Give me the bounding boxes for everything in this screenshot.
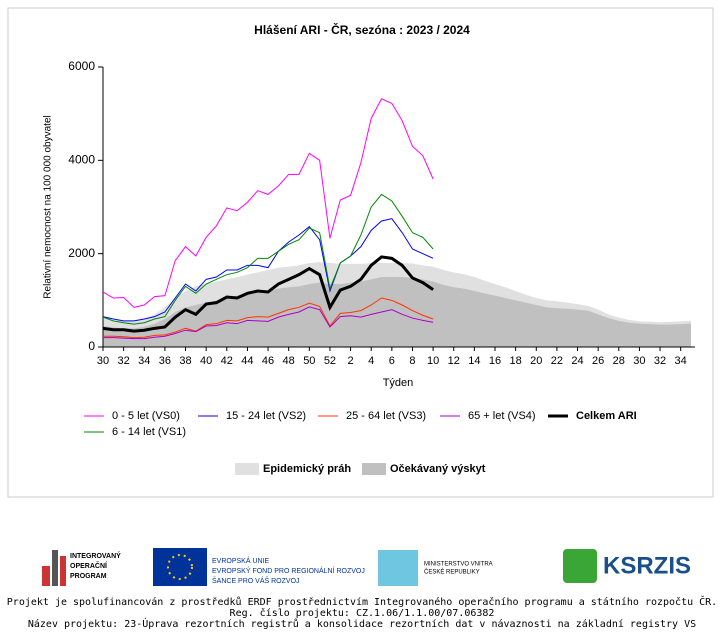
footer-line: Projekt je spolufinancován z prostředků …: [6, 597, 718, 608]
legend-label: 65 + let (VS4): [468, 410, 536, 422]
x-tick-label: 32: [118, 355, 130, 367]
x-tick-label: 18: [510, 355, 522, 367]
logo-text: INTEGROVANÝ: [70, 551, 121, 560]
logo-text: PROGRAM: [70, 573, 107, 580]
legend-swatch: [235, 463, 259, 475]
logo-text: KSRZIS: [603, 552, 691, 579]
y-tick-label: 6000: [68, 59, 95, 73]
x-tick-label: 48: [283, 355, 295, 367]
legend-label: 0 - 5 let (VS0): [112, 410, 180, 422]
x-tick-label: 34: [675, 355, 687, 367]
eu-logo: EVROPSKÁ UNIE EVROPSKÝ FOND PRO REGIONÁL…: [153, 548, 365, 586]
x-tick-label: 8: [409, 355, 415, 367]
line: [103, 306, 434, 340]
logo-text: EVROPSKÁ UNIE: [212, 556, 270, 565]
legend-label: 6 - 14 let (VS1): [112, 426, 186, 438]
legend-label: Očekávaný výskyt: [390, 463, 486, 475]
x-tick-label: 24: [571, 355, 583, 367]
x-tick-label: 30: [633, 355, 645, 367]
x-tick-label: 44: [241, 355, 253, 367]
x-tick-label: 16: [489, 355, 501, 367]
legend-label: 25 - 64 let (VS3): [346, 410, 426, 422]
chart-title: Hlášení ARI - ČR, sezóna : 2023 / 2024: [254, 22, 470, 37]
x-tick-label: 36: [159, 355, 171, 367]
y-tick-label: 2000: [68, 246, 95, 260]
x-tick-label: 4: [368, 355, 374, 367]
line: [102, 193, 434, 325]
x-tick-label: 12: [448, 355, 460, 367]
legend-label: Epidemický práh: [263, 463, 351, 475]
x-tick-label: 32: [654, 355, 666, 367]
logo-text: MINISTERSTVO VNITRA: [424, 562, 493, 568]
x-tick-label: 28: [613, 355, 625, 367]
y-axis-label: Relativní nemocnost na 100 000 obyvatel: [43, 115, 54, 298]
y-tick-label: 0: [88, 339, 95, 353]
x-tick-label: 34: [138, 355, 150, 367]
logo-text: ŠANCE PRO VÁŠ ROZVOJ: [212, 576, 300, 585]
legend-swatch: [362, 463, 386, 475]
x-axis-label: Týden: [383, 377, 414, 389]
x-tick-label: 46: [262, 355, 274, 367]
chart-frame: [7, 7, 714, 498]
line: [102, 218, 434, 322]
x-tick-label: 20: [530, 355, 542, 367]
x-tick-label: 42: [221, 355, 233, 367]
x-tick-label: 14: [468, 355, 480, 367]
x-tick-label: 10: [427, 355, 439, 367]
x-tick-label: 30: [97, 355, 109, 367]
x-tick-label: 40: [200, 355, 212, 367]
legend-label: Celkem ARI: [576, 410, 637, 422]
x-tick-label: 2: [348, 355, 354, 367]
x-tick-label: 22: [551, 355, 563, 367]
footer-line: Název projektu: 23-Úprava rezortních reg…: [27, 619, 697, 630]
ksrzis-logo: KSRZIS: [563, 549, 691, 583]
line: [102, 255, 434, 333]
legend-label: 15 - 24 let (VS2): [226, 410, 306, 422]
mv-logo: MINISTERSTVO VNITRA ČESKÉ REPUBLIKY: [378, 550, 493, 586]
y-tick-label: 4000: [68, 153, 95, 167]
line: [103, 297, 434, 339]
logo-text: OPERAČNÍ: [70, 561, 108, 570]
line: [102, 98, 434, 308]
x-tick-label: 6: [389, 355, 395, 367]
x-tick-label: 26: [592, 355, 604, 367]
x-tick-label: 38: [179, 355, 191, 367]
logo-text: EVROPSKÝ FOND PRO REGIONÁLNÍ ROZVOJ: [212, 566, 365, 575]
x-tick-label: 52: [324, 355, 336, 367]
footer-line: Reg. číslo projektu: CZ.1.06/1.1.00/07.0…: [229, 608, 495, 619]
iop-logo: INTEGROVANÝ OPERAČNÍ PROGRAM: [42, 550, 121, 586]
logo-text: ČESKÉ REPUBLIKY: [424, 569, 480, 576]
x-tick-label: 50: [303, 355, 315, 367]
